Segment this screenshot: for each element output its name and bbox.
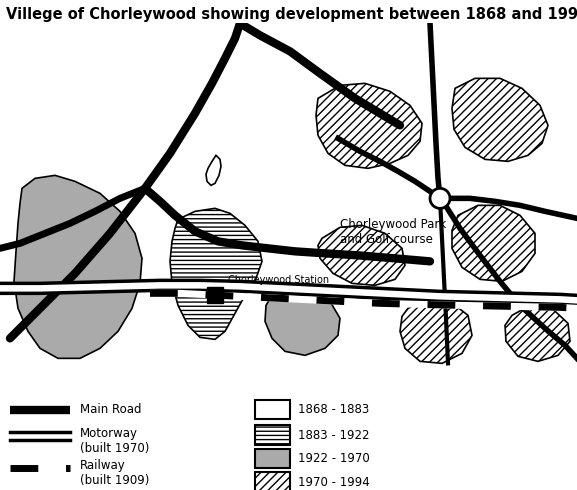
Text: 1922 - 1970: 1922 - 1970 (298, 452, 370, 465)
Text: Motorway
(built 1970): Motorway (built 1970) (80, 427, 149, 455)
Text: 1883 - 1922: 1883 - 1922 (298, 429, 369, 441)
Text: Railway
(built 1909): Railway (built 1909) (80, 459, 149, 488)
Bar (255, 472, 290, 490)
Circle shape (430, 188, 450, 208)
Polygon shape (206, 155, 221, 185)
Polygon shape (14, 175, 142, 358)
Polygon shape (265, 285, 340, 355)
Polygon shape (170, 208, 262, 340)
Text: Chorleywood Station: Chorleywood Station (228, 275, 329, 285)
Bar (255, 449, 290, 468)
Polygon shape (316, 83, 422, 169)
Text: Chorleywood Park
and Golf course: Chorleywood Park and Golf course (340, 219, 446, 246)
Text: 1970 - 1994: 1970 - 1994 (298, 476, 370, 489)
Polygon shape (452, 78, 548, 161)
Text: Main Road: Main Road (80, 403, 141, 416)
Bar (255, 400, 290, 419)
Bar (255, 425, 290, 445)
Polygon shape (318, 225, 405, 285)
Text: Villege of Chorleywood showing development between 1868 and 1994: Villege of Chorleywood showing developme… (6, 7, 577, 23)
Polygon shape (400, 298, 472, 364)
Polygon shape (452, 205, 535, 281)
Polygon shape (505, 305, 570, 361)
Text: 1868 - 1883: 1868 - 1883 (298, 403, 369, 416)
